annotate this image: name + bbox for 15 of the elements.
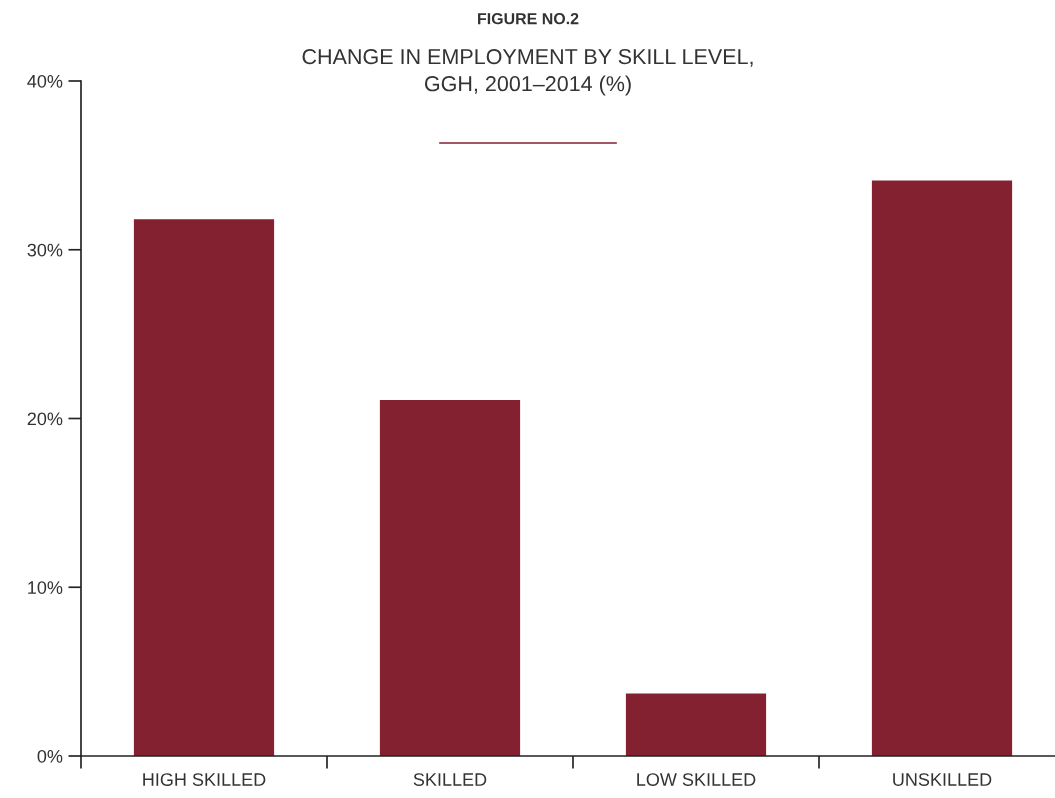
y-tick-label: 10%	[28, 581, 63, 594]
chart-subtitle: CHANGE IN EMPLOYMENT BY SKILL LEVEL, GGH, 2001–2014 (%)	[302, 48, 753, 96]
x-tick-label: SKILLED	[413, 773, 487, 786]
y-tick-label: 30%	[27, 243, 63, 257]
bar	[133, 219, 275, 756]
bar	[625, 693, 767, 756]
bar	[379, 399, 521, 756]
x-tick-label: LOW SKILLED	[637, 773, 756, 786]
y-tick-label: 0%	[37, 749, 63, 763]
y-tick-label: 20%	[27, 412, 63, 426]
x-tick-label: UNSKILLED	[893, 773, 992, 786]
x-tick-label: HIGH SKILLED	[143, 773, 266, 786]
bar	[871, 180, 1013, 756]
chart-title: FIGURE NO.2	[478, 12, 579, 25]
y-tick-label: 40%	[27, 74, 63, 88]
